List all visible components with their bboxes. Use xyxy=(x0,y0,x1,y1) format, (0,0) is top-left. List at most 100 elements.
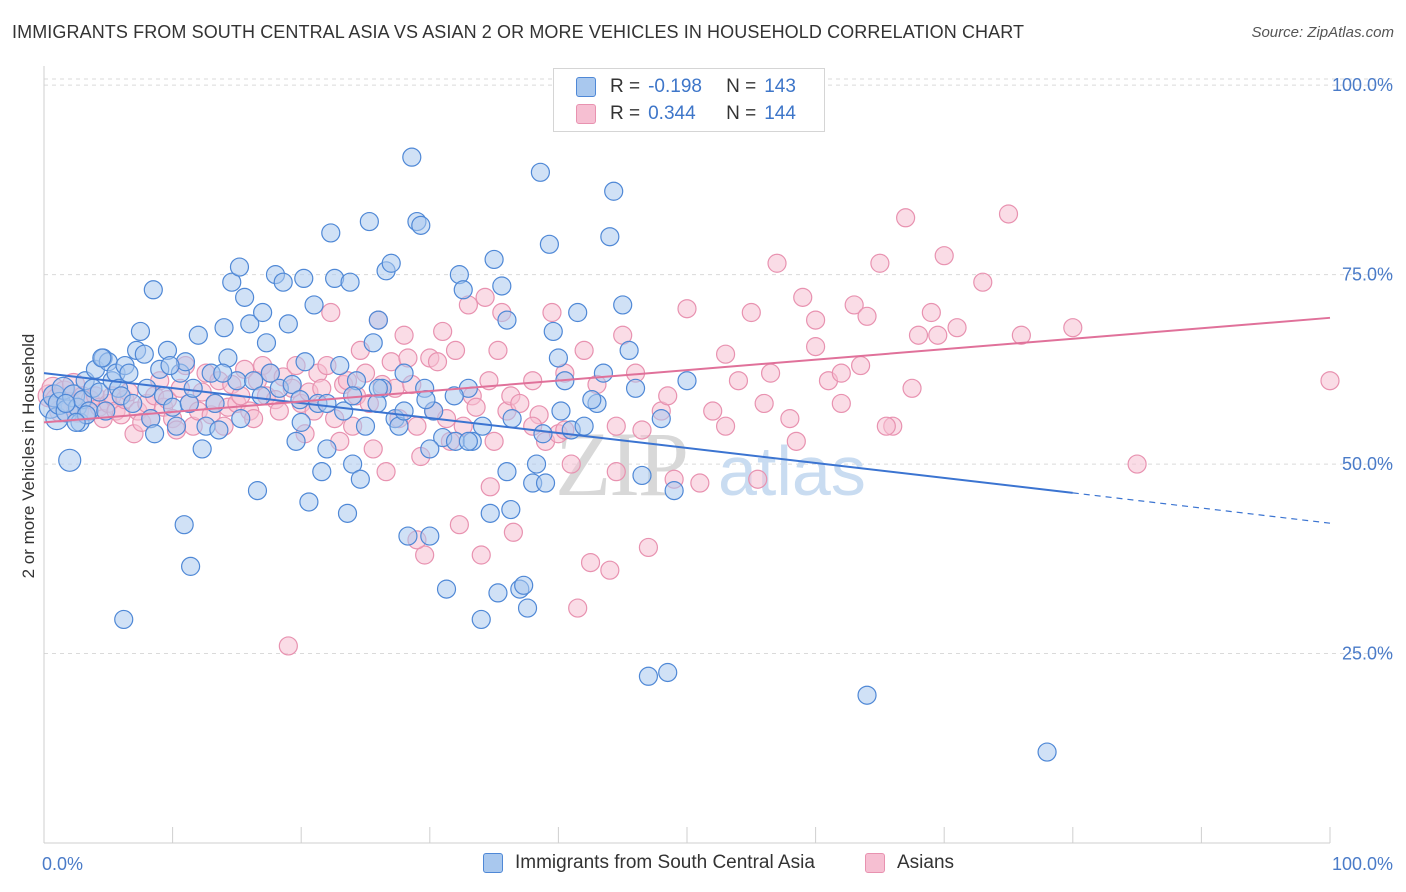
pink-swatch xyxy=(865,853,885,873)
blue-point xyxy=(290,390,310,410)
blue-point xyxy=(256,333,277,353)
blue-point xyxy=(304,295,324,315)
pink-point xyxy=(488,340,508,361)
blue-point xyxy=(222,272,242,292)
pink-point xyxy=(921,302,941,323)
pink-point xyxy=(780,409,800,429)
pink-point xyxy=(908,325,929,345)
pink-point xyxy=(658,386,678,406)
pink-point xyxy=(561,454,581,474)
pink-point xyxy=(805,310,826,330)
pink-point xyxy=(600,560,620,580)
pink-point xyxy=(896,208,916,228)
pink-point xyxy=(523,371,543,391)
chart-title: IMMIGRANTS FROM SOUTH CENTRAL ASIA VS AS… xyxy=(12,22,1025,42)
blue-point xyxy=(295,352,315,372)
blue-point xyxy=(251,386,271,406)
blue-point xyxy=(604,181,624,201)
pink-point xyxy=(466,397,486,417)
pink-point xyxy=(606,416,626,436)
pink-point xyxy=(415,545,435,565)
blue-point xyxy=(134,344,154,364)
blue-point xyxy=(350,469,370,489)
pink-point xyxy=(928,325,948,345)
bottom-legend-asians: Asians xyxy=(865,852,954,874)
pink-point xyxy=(321,302,341,323)
trend-lines xyxy=(43,316,1331,524)
n-value: 143 xyxy=(764,76,796,97)
blue-point xyxy=(574,416,594,436)
blue-point xyxy=(367,393,387,414)
pink-point xyxy=(857,306,877,326)
r-label: R = xyxy=(610,103,641,124)
x-tick-label-min: 0.0% xyxy=(42,854,83,874)
n-label: N = xyxy=(726,76,757,97)
blue-point xyxy=(857,685,877,705)
r-value: 0.344 xyxy=(648,103,696,124)
blue-point xyxy=(58,448,82,472)
blue-point xyxy=(533,424,553,444)
blue-point xyxy=(600,227,620,247)
blue-point xyxy=(163,397,183,417)
blue-point xyxy=(143,280,163,300)
pink-point xyxy=(580,552,601,573)
pink-point xyxy=(480,477,500,497)
blue-point xyxy=(343,454,363,474)
blue-trend-line xyxy=(43,372,1073,494)
blue-point xyxy=(497,462,517,482)
pink-trend-line xyxy=(43,316,1331,424)
blue-point xyxy=(492,276,512,296)
pink-point xyxy=(748,469,768,489)
pink-point xyxy=(449,515,469,535)
y-tick-label: 50.0% xyxy=(1342,454,1393,474)
blue-point xyxy=(229,257,250,277)
pink-point xyxy=(741,302,761,323)
blue-point xyxy=(317,393,337,414)
pink-point xyxy=(269,401,289,421)
pink-point xyxy=(542,302,562,323)
correlation-legend: R = -0.198 N = 143 R = 0.344 N = 144 xyxy=(553,68,825,132)
blue-point xyxy=(244,371,264,391)
pink-point xyxy=(484,431,504,451)
blue-point xyxy=(137,378,157,398)
pink-point xyxy=(998,204,1019,224)
blue-point xyxy=(166,416,187,436)
blue-point xyxy=(278,314,298,334)
blue-point xyxy=(260,363,280,383)
blue-point xyxy=(517,598,538,618)
blue-point xyxy=(355,416,376,436)
blue-swatch xyxy=(483,853,503,873)
blue-point xyxy=(593,363,614,383)
pink-point xyxy=(278,636,298,656)
blue-point xyxy=(535,473,556,493)
blue-swatch xyxy=(576,77,596,97)
blue-point xyxy=(458,431,478,451)
pink-point xyxy=(793,287,813,307)
source-credit: Source: ZipAtlas.com xyxy=(1251,24,1394,41)
blue-point xyxy=(551,401,571,421)
blue-point xyxy=(664,481,684,501)
blue-point xyxy=(294,268,314,289)
series-a-label: Immigrants from South Central Asia xyxy=(515,852,815,873)
blue-point xyxy=(398,526,418,546)
pink-point xyxy=(1127,454,1147,474)
blue-point xyxy=(247,481,268,501)
blue-point xyxy=(214,318,234,338)
blue-point xyxy=(359,211,379,232)
pink-point xyxy=(934,246,954,266)
blue-point xyxy=(568,302,588,323)
blue-point xyxy=(144,424,165,444)
pink-point xyxy=(433,321,453,342)
blue-point xyxy=(548,348,569,368)
blue-point xyxy=(420,526,440,546)
series-b-label: Asians xyxy=(897,852,955,873)
pink-point xyxy=(805,337,826,357)
pink-point xyxy=(394,325,414,345)
pink-point xyxy=(1011,325,1031,345)
blue-point xyxy=(658,662,678,683)
blue-point xyxy=(66,412,86,432)
blue-point xyxy=(638,666,659,686)
blue-point xyxy=(337,503,358,523)
n-label: N = xyxy=(726,103,757,124)
blue-point xyxy=(502,409,522,429)
